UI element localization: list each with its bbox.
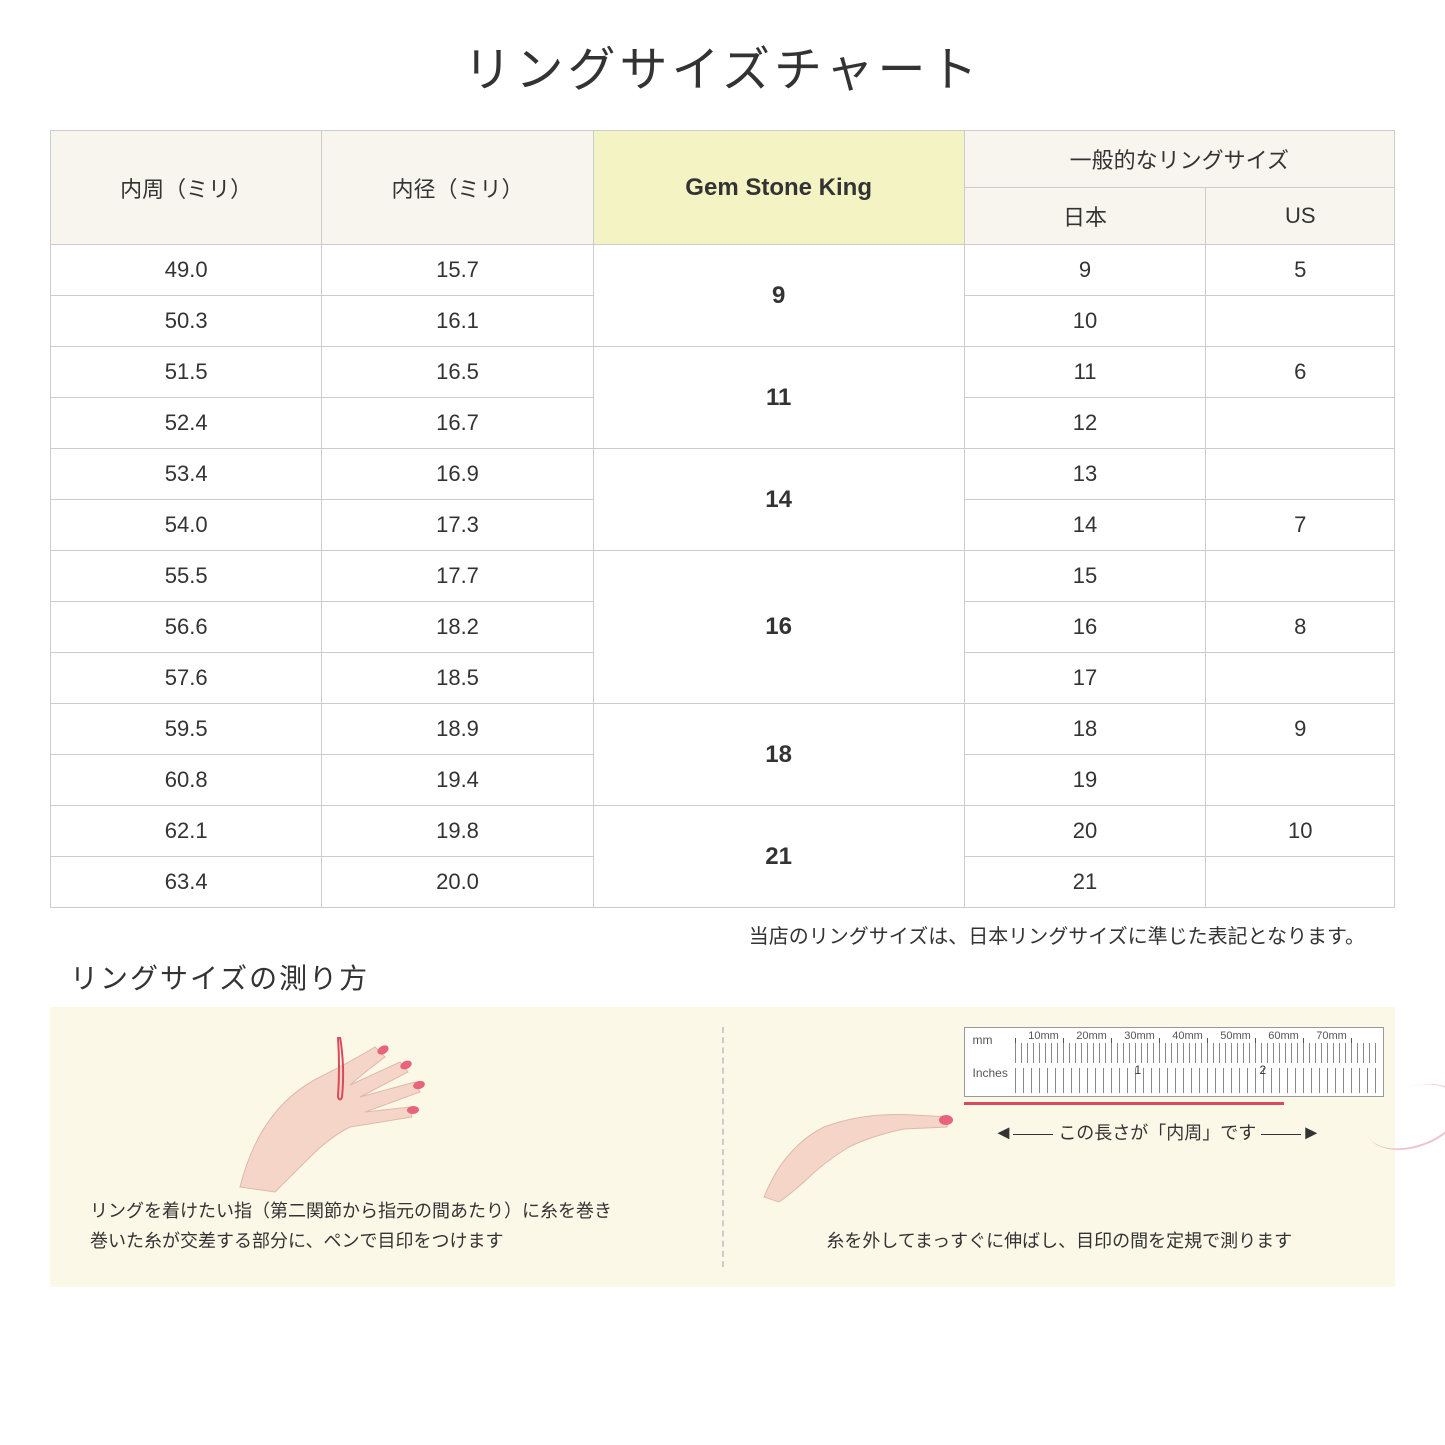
arrow-label: ◄ この長さが「内周」です ► xyxy=(994,1119,1322,1145)
size-chart-table: 内周（ミリ） 内径（ミリ） Gem Stone King 一般的なリングサイズ … xyxy=(50,130,1395,908)
header-gem: Gem Stone King xyxy=(593,131,964,245)
header-jp: 日本 xyxy=(964,188,1206,245)
table-row: 53.416.91413 xyxy=(51,449,1395,500)
size-note: 当店のリングサイズは、日本リングサイズに準じた表記となります。 xyxy=(50,920,1395,949)
page-title: リングサイズチャート xyxy=(50,30,1395,100)
ruler: mm 10mm20mm30mm40mm50mm60mm70mm Inches 1… xyxy=(964,1027,1384,1097)
table-row: 51.516.511116 xyxy=(51,347,1395,398)
hand-point-icon xyxy=(754,1057,954,1207)
instructions-section: リングを着けたい指（第二関節から指元の間あたり）に糸を巻き 巻いた糸が交差する部… xyxy=(50,1007,1395,1287)
thread-line xyxy=(964,1102,1284,1105)
hand-wrap-icon xyxy=(200,1007,480,1207)
table-row: 49.015.7995 xyxy=(51,245,1395,296)
header-us: US xyxy=(1206,188,1395,245)
panel-wrap: リングを着けたい指（第二関節から指元の間あたり）に糸を巻き 巻いた糸が交差する部… xyxy=(50,1007,722,1287)
header-general: 一般的なリングサイズ xyxy=(964,131,1394,188)
table-row: 55.517.71615 xyxy=(51,551,1395,602)
panel2-text: 糸を外してまっすぐに伸ばし、目印の間を定規で測ります xyxy=(744,1226,1376,1267)
table-row: 62.119.8212010 xyxy=(51,806,1395,857)
header-circumference: 内周（ミリ） xyxy=(51,131,322,245)
table-row: 59.518.918189 xyxy=(51,704,1395,755)
howto-title: リングサイズの測り方 xyxy=(70,957,1395,997)
panel-measure: mm 10mm20mm30mm40mm50mm60mm70mm Inches 1… xyxy=(724,1007,1396,1287)
header-diameter: 内径（ミリ） xyxy=(322,131,593,245)
